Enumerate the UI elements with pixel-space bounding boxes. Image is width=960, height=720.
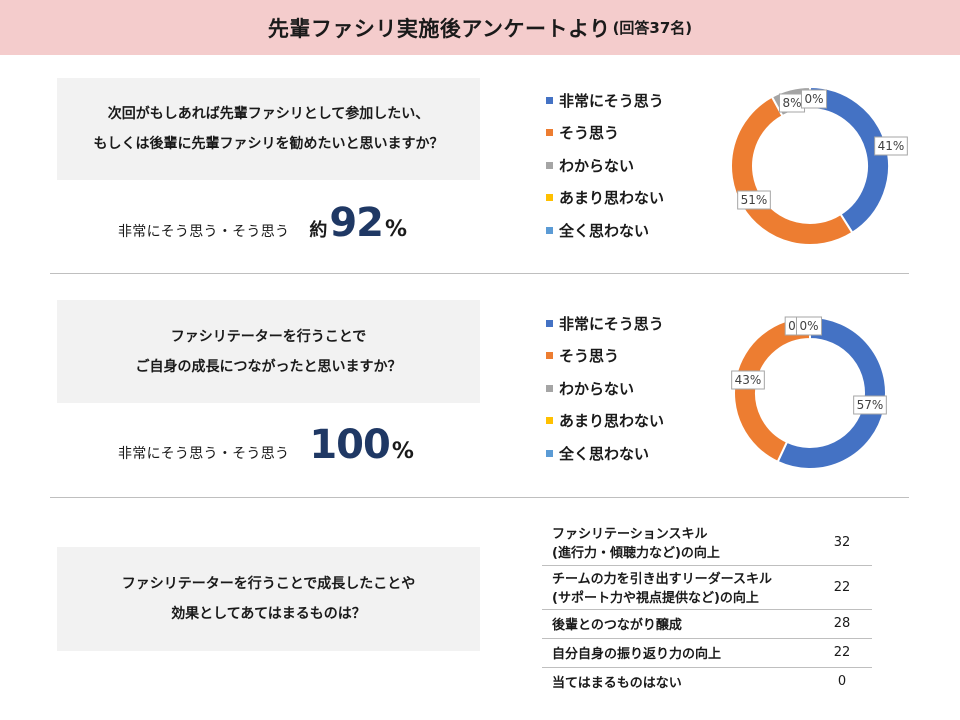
question-2-line-1: ファシリテーターを行うことで (170, 328, 367, 345)
results-table: ファシリテーションスキル (進行力・傾聴力など)の向上 32 チームの力を引き出す… (542, 520, 872, 696)
donut-chart-2: 57% 43% 0 0% (731, 315, 887, 470)
legend-item: そう思う (546, 340, 664, 373)
question-2-box: ファシリテーターを行うことで ご自身の成長につながったと思いますか？ (57, 300, 480, 403)
stat-label: 非常にそう思う・そう思う (118, 224, 290, 240)
data-label: 43% (731, 370, 765, 390)
donut-slice (776, 315, 887, 470)
legend-label: 全く思わない (559, 221, 650, 240)
donut-chart-1: 41%51%8%0%0% (730, 85, 908, 246)
svg-text:8%: 8% (782, 96, 801, 110)
row-label: チームの力を引き出すリーダースキル (サポート力や視点提供など)の向上 (542, 565, 812, 610)
chart-1-legend: 非常にそう思う そう思う わからない あまり思わない 全く思わない (546, 84, 664, 247)
section-divider (50, 273, 909, 274)
stat-label: 非常にそう思う・そう思う (118, 446, 290, 462)
svg-text:0%: 0% (804, 92, 823, 106)
legend-item: 非常にそう思う (546, 307, 664, 340)
question-2-stat: 非常にそう思う・そう思う 100 % (118, 422, 414, 468)
legend-item: わからない (546, 149, 664, 182)
legend-swatch (546, 449, 553, 457)
legend-swatch (546, 194, 553, 202)
legend-item: わからない (546, 372, 664, 405)
svg-text:0: 0 (788, 319, 796, 333)
row-count: 22 (812, 565, 872, 610)
question-3-line-2: 効果としてあてはまるものは？ (171, 606, 366, 622)
question-1-box: 次回がもしあれば先輩ファシリとして参加したい、 もしくは後輩に先輩ファシリを勧め… (57, 78, 480, 180)
legend-label: あまり思わない (559, 189, 665, 208)
legend-swatch (546, 161, 553, 169)
legend-label: そう思う (559, 347, 620, 366)
legend-label: あまり思わない (559, 412, 665, 431)
legend-item: そう思う (546, 117, 664, 150)
svg-text:51%: 51% (741, 193, 768, 207)
page-header: 先輩ファシリ実施後アンケートより (回答37名) (0, 0, 960, 55)
legend-swatch (546, 352, 553, 360)
table-row: ファシリテーションスキル (進行力・傾聴力など)の向上 32 (542, 520, 872, 566)
table-row: 後輩とのつながり醸成 28 (542, 609, 872, 639)
legend-swatch (546, 319, 553, 327)
table-row: 当てはまるものはない 0 (542, 667, 872, 696)
section-divider (50, 497, 909, 498)
page-title: 先輩ファシリ実施後アンケートより (267, 16, 611, 41)
legend-item: 全く思わない (546, 214, 664, 247)
legend-label: 非常にそう思う (559, 91, 664, 110)
legend-item: 全く思わない (546, 437, 664, 470)
chart-2-legend: 非常にそう思う そう思う わからない あまり思わない 全く思わない (546, 307, 664, 470)
question-1-stat: 非常にそう思う・そう思う 約 92 % (118, 200, 407, 246)
legend-label: 非常にそう思う (559, 314, 664, 333)
svg-text:57%: 57% (857, 398, 884, 412)
row-count: 28 (812, 609, 872, 639)
question-1-line-1: 次回がもしあれば先輩ファシリとして参加したい、 (107, 106, 430, 122)
svg-text:43%: 43% (735, 373, 762, 387)
data-label: 8% (778, 93, 806, 113)
stat-approx: 約 (309, 220, 328, 241)
table-row: 自分自身の振り返り力の向上 22 (542, 638, 872, 668)
data-label: 0% (795, 316, 823, 336)
legend-swatch (546, 96, 553, 104)
row-label: 当てはまるものはない (552, 676, 682, 692)
legend-label: 全く思わない (559, 444, 650, 463)
stat-value: 100 (309, 422, 390, 468)
row-count: 22 (812, 638, 872, 668)
data-label: 51% (737, 190, 771, 210)
legend-label: わからない (559, 156, 635, 175)
page-subtitle: (回答37名) (612, 19, 693, 37)
row-count: 0 (837, 674, 847, 690)
donut-slice (730, 95, 854, 246)
stat-unit: % (391, 439, 414, 464)
legend-swatch (546, 417, 553, 425)
legend-label: そう思う (559, 124, 620, 143)
donut-slice (809, 85, 890, 235)
data-label: 57% (853, 395, 887, 415)
data-label: 41% (874, 136, 908, 156)
row-label: 後輩とのつながり醸成 (542, 609, 812, 639)
legend-swatch (546, 226, 553, 234)
data-label: 0% (800, 89, 828, 109)
question-3-box: ファシリテーターを行うことで成長したことや 効果としてあてはまるものは？ (57, 547, 480, 651)
question-3-line-1: ファシリテーターを行うことで成長したことや (121, 576, 416, 592)
question-2-line-2: ご自身の成長につながったと思いますか？ (135, 358, 402, 375)
legend-swatch (546, 384, 553, 392)
question-1-line-2: もしくは後輩に先輩ファシリを勧めたいと思いますか？ (93, 136, 444, 152)
svg-text:0%: 0% (799, 319, 818, 333)
legend-swatch (546, 129, 553, 137)
svg-text:41%: 41% (878, 139, 905, 153)
stat-unit: % (385, 217, 408, 242)
stat-value: 92 (329, 200, 384, 246)
legend-item: あまり思わない (546, 405, 664, 438)
row-label: 自分自身の振り返り力の向上 (542, 638, 812, 668)
legend-item: あまり思わない (546, 182, 664, 215)
row-count: 32 (812, 520, 872, 566)
row-label: ファシリテーションスキル (進行力・傾聴力など)の向上 (542, 520, 812, 566)
legend-label: わからない (559, 379, 635, 398)
legend-item: 非常にそう思う (546, 84, 664, 117)
table-row: チームの力を引き出すリーダースキル (サポート力や視点提供など)の向上 22 (542, 565, 872, 610)
